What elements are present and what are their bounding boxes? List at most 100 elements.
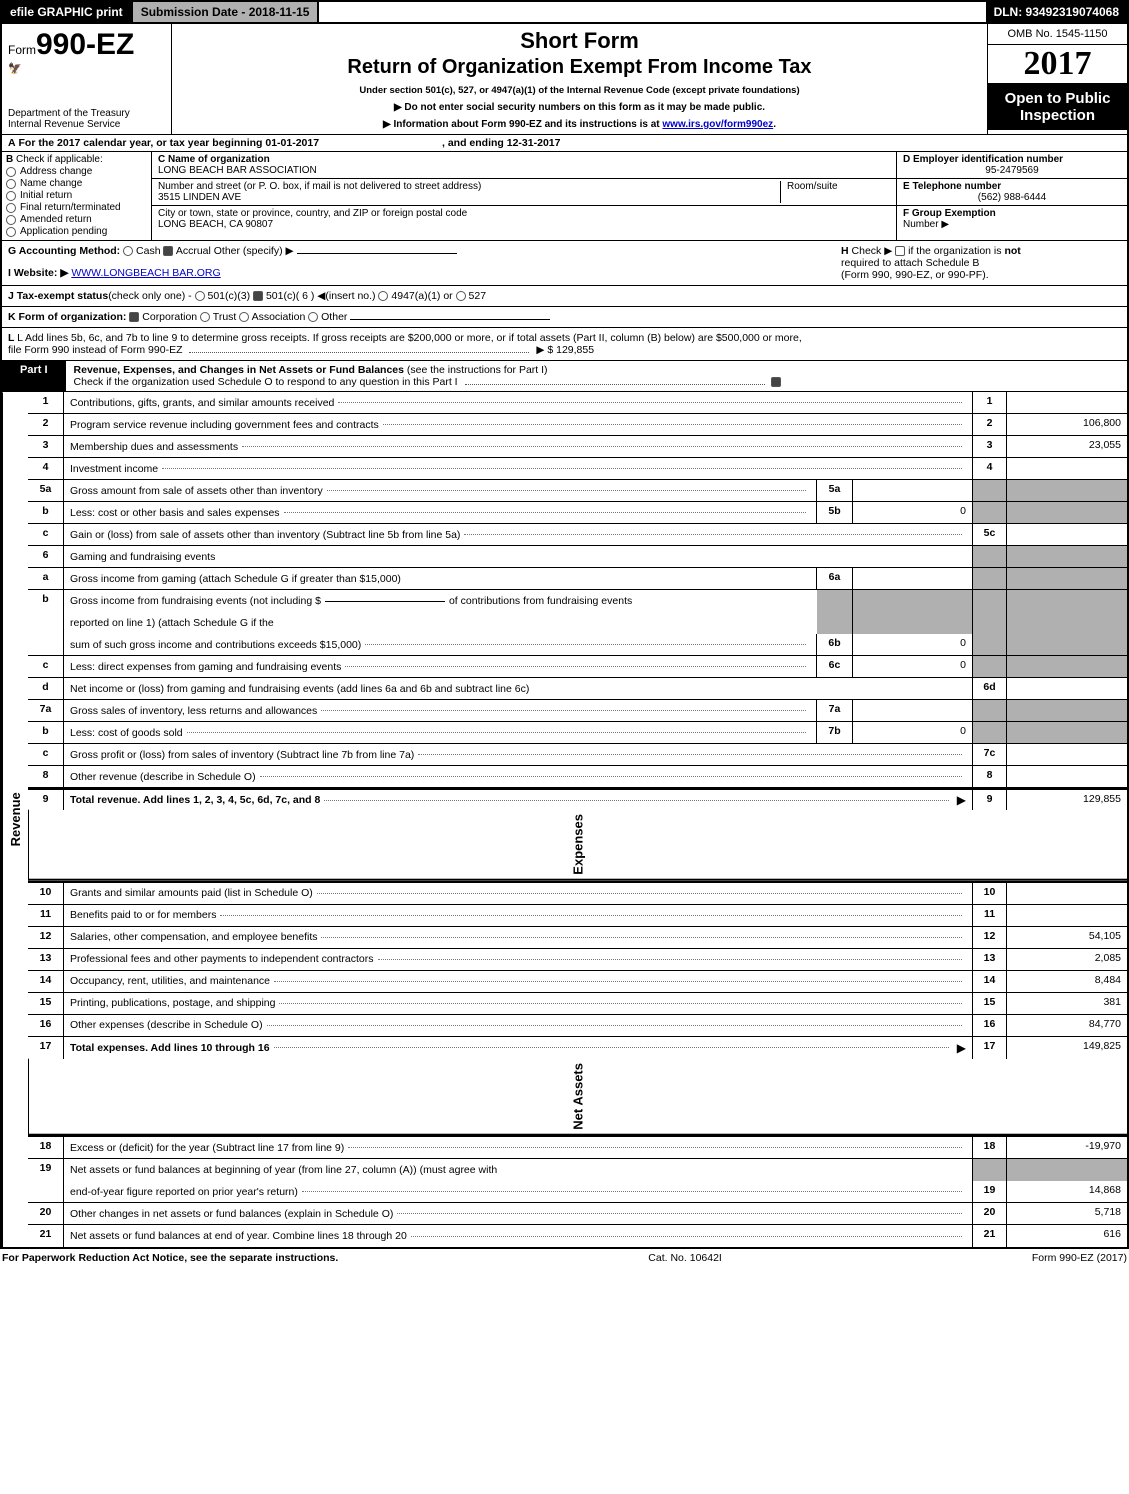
line-6b-blank[interactable] [325,601,445,602]
line-6ba-sh4 [1007,590,1127,612]
line-20-text: Other changes in net assets or fund bala… [70,1208,393,1220]
gh-row: G Accounting Method: Cash Accrual Other … [0,241,1129,286]
line-6c: c Less: direct expenses from gaming and … [28,656,1127,678]
l-text2: file Form 990 instead of Form 990-EZ [8,344,183,356]
line-7a-num: 7a [28,700,64,721]
line-19-col: 19 [973,1181,1007,1202]
l-dots [189,352,529,353]
line-17-val: 149,825 [1007,1037,1127,1059]
line-10-col: 10 [973,883,1007,904]
line-8-col: 8 [973,766,1007,787]
h-text3: (Form 990, 990-EZ, or 990-PF). [841,269,1121,281]
b-check-if: Check if applicable: [16,154,103,165]
part-i-suffix: (see the instructions for Part I) [407,364,548,376]
amended-return-checkbox[interactable] [6,215,16,225]
app-pending-label: Application pending [20,226,107,237]
line-9-val: 129,855 [1007,790,1127,810]
form-header: Form990-EZ 🦅 Department of the Treasury … [0,24,1129,135]
line-7c-val [1007,744,1127,765]
address-change-checkbox[interactable] [6,167,16,177]
part-i-desc: Revenue, Expenses, and Changes in Net As… [66,361,790,391]
website-url[interactable]: WWW.LONGBEACH BAR.ORG [71,267,220,279]
j-527-checkbox[interactable] [456,291,466,301]
line-15-col: 15 [973,993,1007,1014]
line-6bc-sh1 [973,634,1007,655]
other-specify-line[interactable] [297,253,457,254]
cash-checkbox[interactable] [123,246,133,256]
line-7b: b Less: cost of goods sold 7b 0 [28,722,1127,744]
k-corp-checkbox[interactable] [129,312,139,322]
line-5a: 5a Gross amount from sale of assets othe… [28,480,1127,502]
line-11-col: 11 [973,905,1007,926]
h-check: H Check ▶ if the organization is not req… [841,245,1121,281]
dept-treasury: Department of the Treasury [8,108,165,119]
line-6c-scol: 6c [817,656,853,677]
h-checkbox[interactable] [895,246,905,256]
line-12-col: 12 [973,927,1007,948]
efile-print-label: efile GRAPHIC print [2,2,131,22]
l-amount: $ 129,855 [547,344,594,356]
line-16-num: 16 [28,1015,64,1036]
j-501c3-checkbox[interactable] [195,291,205,301]
line-12-val: 54,105 [1007,927,1127,948]
line-7c-text: Gross profit or (loss) from sales of inv… [70,749,414,761]
g-accounting: G Accounting Method: Cash Accrual Other … [8,245,841,281]
line-4-text: Investment income [70,463,158,475]
line-6a-sh1 [973,568,1007,589]
under-section: Under section 501(c), 527, or 4947(a)(1)… [182,85,977,96]
line-6bc-num [28,634,64,655]
h-check-text: Check ▶ [852,245,893,257]
k-corp: Corporation [142,311,197,323]
header-right: OMB No. 1545-1150 2017 Open to Public In… [987,24,1127,134]
form-990ez: 990-EZ [36,28,134,61]
city-value: LONG BEACH, CA 90807 [158,219,467,230]
k-label: K Form of organization: [8,311,126,323]
form-footer: Form 990-EZ (2017) [1032,1252,1127,1264]
line-21-num: 21 [28,1225,64,1247]
h-label: H [841,245,849,257]
line-6b-b: reported on line 1) (attach Schedule G i… [28,612,1127,634]
line-8-num: 8 [28,766,64,787]
line-a-ending: , and ending 12-31-2017 [442,137,560,149]
final-return-checkbox[interactable] [6,203,16,213]
line-8-text: Other revenue (describe in Schedule O) [70,771,256,783]
line-11-num: 11 [28,905,64,926]
cat-no: Cat. No. 10642I [648,1252,722,1264]
line-11-text: Benefits paid to or for members [70,909,216,921]
line-19a-sh2 [1007,1159,1127,1181]
open-to-public: Open to Public Inspection [988,84,1127,130]
j-suffix: (check only one) - [108,290,191,302]
line-5c-text: Gain or (loss) from sale of assets other… [70,529,460,541]
line-6bc-sh2 [1007,634,1127,655]
header-center: Short Form Return of Organization Exempt… [172,24,987,134]
street-row: Number and street (or P. O. box, if mail… [152,179,896,206]
part-i-label: Part I [2,361,66,391]
k-trust: Trust [213,311,237,323]
f-group-box: F Group Exemption Number ▶ [897,206,1127,232]
line-14: 14 Occupancy, rent, utilities, and maint… [28,971,1127,993]
k-trust-checkbox[interactable] [200,312,210,322]
app-pending-checkbox[interactable] [6,227,16,237]
line-6ba-sh1 [817,590,853,612]
irs-link[interactable]: www.irs.gov/form990ez [662,119,773,130]
j-501c-checkbox[interactable] [253,291,263,301]
j-4947-checkbox[interactable] [378,291,388,301]
name-change-checkbox[interactable] [6,179,16,189]
line-5a-shade2 [1007,480,1127,501]
line-18-num: 18 [28,1137,64,1158]
k-other-checkbox[interactable] [308,312,318,322]
k-assoc-checkbox[interactable] [239,312,249,322]
line-7b-sh2 [1007,722,1127,743]
initial-return-checkbox[interactable] [6,191,16,201]
omb-number: OMB No. 1545-1150 [988,24,1127,45]
accrual-checkbox[interactable] [163,246,173,256]
schedule-o-checkbox[interactable] [771,377,781,387]
line-6bb-sh4 [1007,612,1127,634]
k-other-line[interactable] [350,319,550,320]
k-other: Other [321,311,347,323]
line-6: 6 Gaming and fundraising events [28,546,1127,568]
l-text1: L Add lines 5b, 6c, and 7b to line 9 to … [17,332,802,344]
j-label: J Tax-exempt status [8,290,108,302]
line-12-text: Salaries, other compensation, and employ… [70,931,317,943]
line-5c: c Gain or (loss) from sale of assets oth… [28,524,1127,546]
